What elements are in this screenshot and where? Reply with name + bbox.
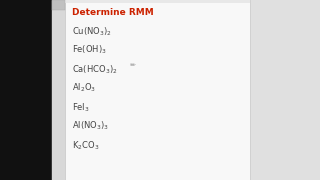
Text: ✏: ✏	[130, 62, 136, 69]
Text: Fe(OH)$_3$: Fe(OH)$_3$	[72, 44, 107, 57]
Text: K$_2$CO$_3$: K$_2$CO$_3$	[72, 139, 100, 152]
Text: Al$_2$O$_3$: Al$_2$O$_3$	[72, 82, 96, 94]
Text: Determine RMM: Determine RMM	[72, 8, 154, 17]
Bar	[65, 0, 250, 180]
Bar	[250, 0, 320, 180]
Text: Cu(NO$_3$)$_2$: Cu(NO$_3$)$_2$	[72, 25, 112, 37]
Text: Al(NO$_3$)$_3$: Al(NO$_3$)$_3$	[72, 120, 109, 132]
Text: FeI$_3$: FeI$_3$	[72, 101, 90, 114]
Bar	[52, 0, 65, 180]
Bar	[65, 0, 250, 3]
Text: Ca(HCO$_3$)$_2$: Ca(HCO$_3$)$_2$	[72, 63, 117, 75]
Bar	[52, 0, 65, 10]
